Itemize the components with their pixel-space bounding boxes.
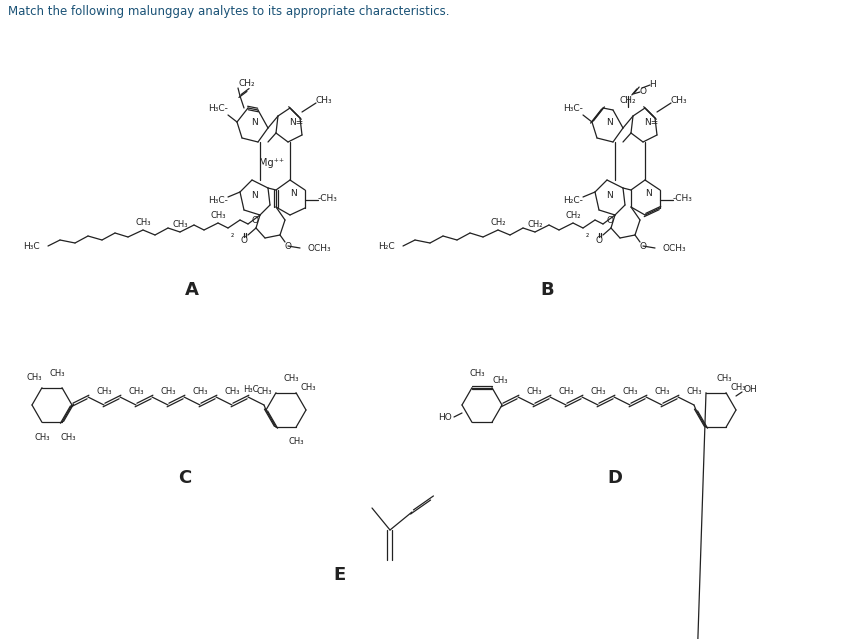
Text: O: O — [284, 242, 291, 250]
Text: O: O — [606, 215, 612, 224]
Text: HO: HO — [438, 413, 451, 422]
Text: CH₃: CH₃ — [49, 369, 65, 378]
Text: CH₃: CH₃ — [192, 387, 207, 396]
Text: N: N — [252, 190, 258, 199]
Text: OCH₃: OCH₃ — [662, 243, 686, 252]
Text: O: O — [251, 215, 258, 224]
Text: -CH₃: -CH₃ — [672, 194, 692, 203]
Text: CH₃: CH₃ — [670, 95, 687, 105]
Text: H₂C-: H₂C- — [562, 196, 583, 204]
Text: H₃C: H₃C — [23, 242, 40, 250]
Text: CH₃: CH₃ — [316, 95, 332, 105]
Text: CH₃: CH₃ — [96, 387, 112, 396]
Text: CH₃: CH₃ — [653, 387, 669, 396]
Text: CH₃: CH₃ — [256, 387, 271, 396]
Text: OH: OH — [743, 385, 757, 394]
Text: OCH₃: OCH₃ — [308, 243, 331, 252]
Text: CH₂: CH₂ — [238, 79, 255, 88]
Text: H₃C-: H₃C- — [208, 104, 228, 112]
Text: H₂C: H₂C — [378, 242, 395, 250]
Text: CH₃: CH₃ — [558, 387, 573, 396]
Text: CH₃: CH₃ — [716, 374, 731, 383]
Text: N=: N= — [643, 118, 658, 127]
Text: A: A — [185, 281, 199, 299]
Text: CH₂: CH₂ — [565, 210, 580, 220]
Text: O: O — [595, 236, 602, 245]
Text: CH₃: CH₃ — [491, 376, 508, 385]
Text: N: N — [290, 189, 297, 197]
Text: CH₃: CH₃ — [172, 220, 188, 229]
Text: CH₃: CH₃ — [128, 387, 143, 396]
Text: ₂: ₂ — [230, 229, 234, 238]
Text: Match the following malunggay analytes to its appropriate characteristics.: Match the following malunggay analytes t… — [8, 5, 449, 18]
Text: CH₃: CH₃ — [468, 369, 485, 378]
Text: CH₃: CH₃ — [686, 387, 701, 396]
Text: CH₃: CH₃ — [160, 387, 176, 396]
Text: -CH₃: -CH₃ — [317, 194, 338, 203]
Text: H₃C-: H₃C- — [208, 196, 228, 204]
Text: CH₃: CH₃ — [210, 210, 225, 220]
Text: CH₃: CH₃ — [224, 387, 240, 396]
Text: B: B — [540, 281, 553, 299]
Text: CH₃: CH₃ — [525, 387, 541, 396]
Text: N: N — [645, 189, 652, 197]
Text: ₂: ₂ — [584, 229, 588, 238]
Text: CH₃: CH₃ — [26, 373, 42, 381]
Text: CH₃: CH₃ — [34, 433, 49, 442]
Text: O: O — [241, 236, 247, 245]
Text: CH₃: CH₃ — [288, 438, 304, 447]
Text: Mg⁺⁺: Mg⁺⁺ — [259, 158, 284, 168]
Text: N: N — [606, 190, 612, 199]
Text: C: C — [178, 469, 191, 487]
Text: O: O — [639, 242, 646, 250]
Text: H₃C: H₃C — [243, 385, 258, 394]
Text: CH₃: CH₃ — [283, 374, 299, 383]
Text: D: D — [606, 469, 622, 487]
Text: N=: N= — [288, 118, 303, 127]
Text: CH₃: CH₃ — [300, 383, 316, 392]
Text: CH₂: CH₂ — [619, 95, 635, 105]
Text: H₃C-: H₃C- — [562, 104, 583, 112]
Text: CH₃: CH₃ — [61, 433, 76, 442]
Text: CH₂: CH₂ — [526, 220, 543, 229]
Text: CH₃: CH₃ — [589, 387, 605, 396]
Text: O: O — [639, 86, 646, 95]
Text: CH₃: CH₃ — [135, 217, 151, 226]
Text: N: N — [252, 118, 258, 127]
Text: CH₂: CH₂ — [490, 217, 505, 226]
Text: CH₃: CH₃ — [622, 387, 637, 396]
Text: N: N — [606, 118, 612, 127]
Text: CH₃: CH₃ — [729, 383, 745, 392]
Text: E: E — [334, 566, 345, 584]
Text: H: H — [649, 79, 656, 88]
